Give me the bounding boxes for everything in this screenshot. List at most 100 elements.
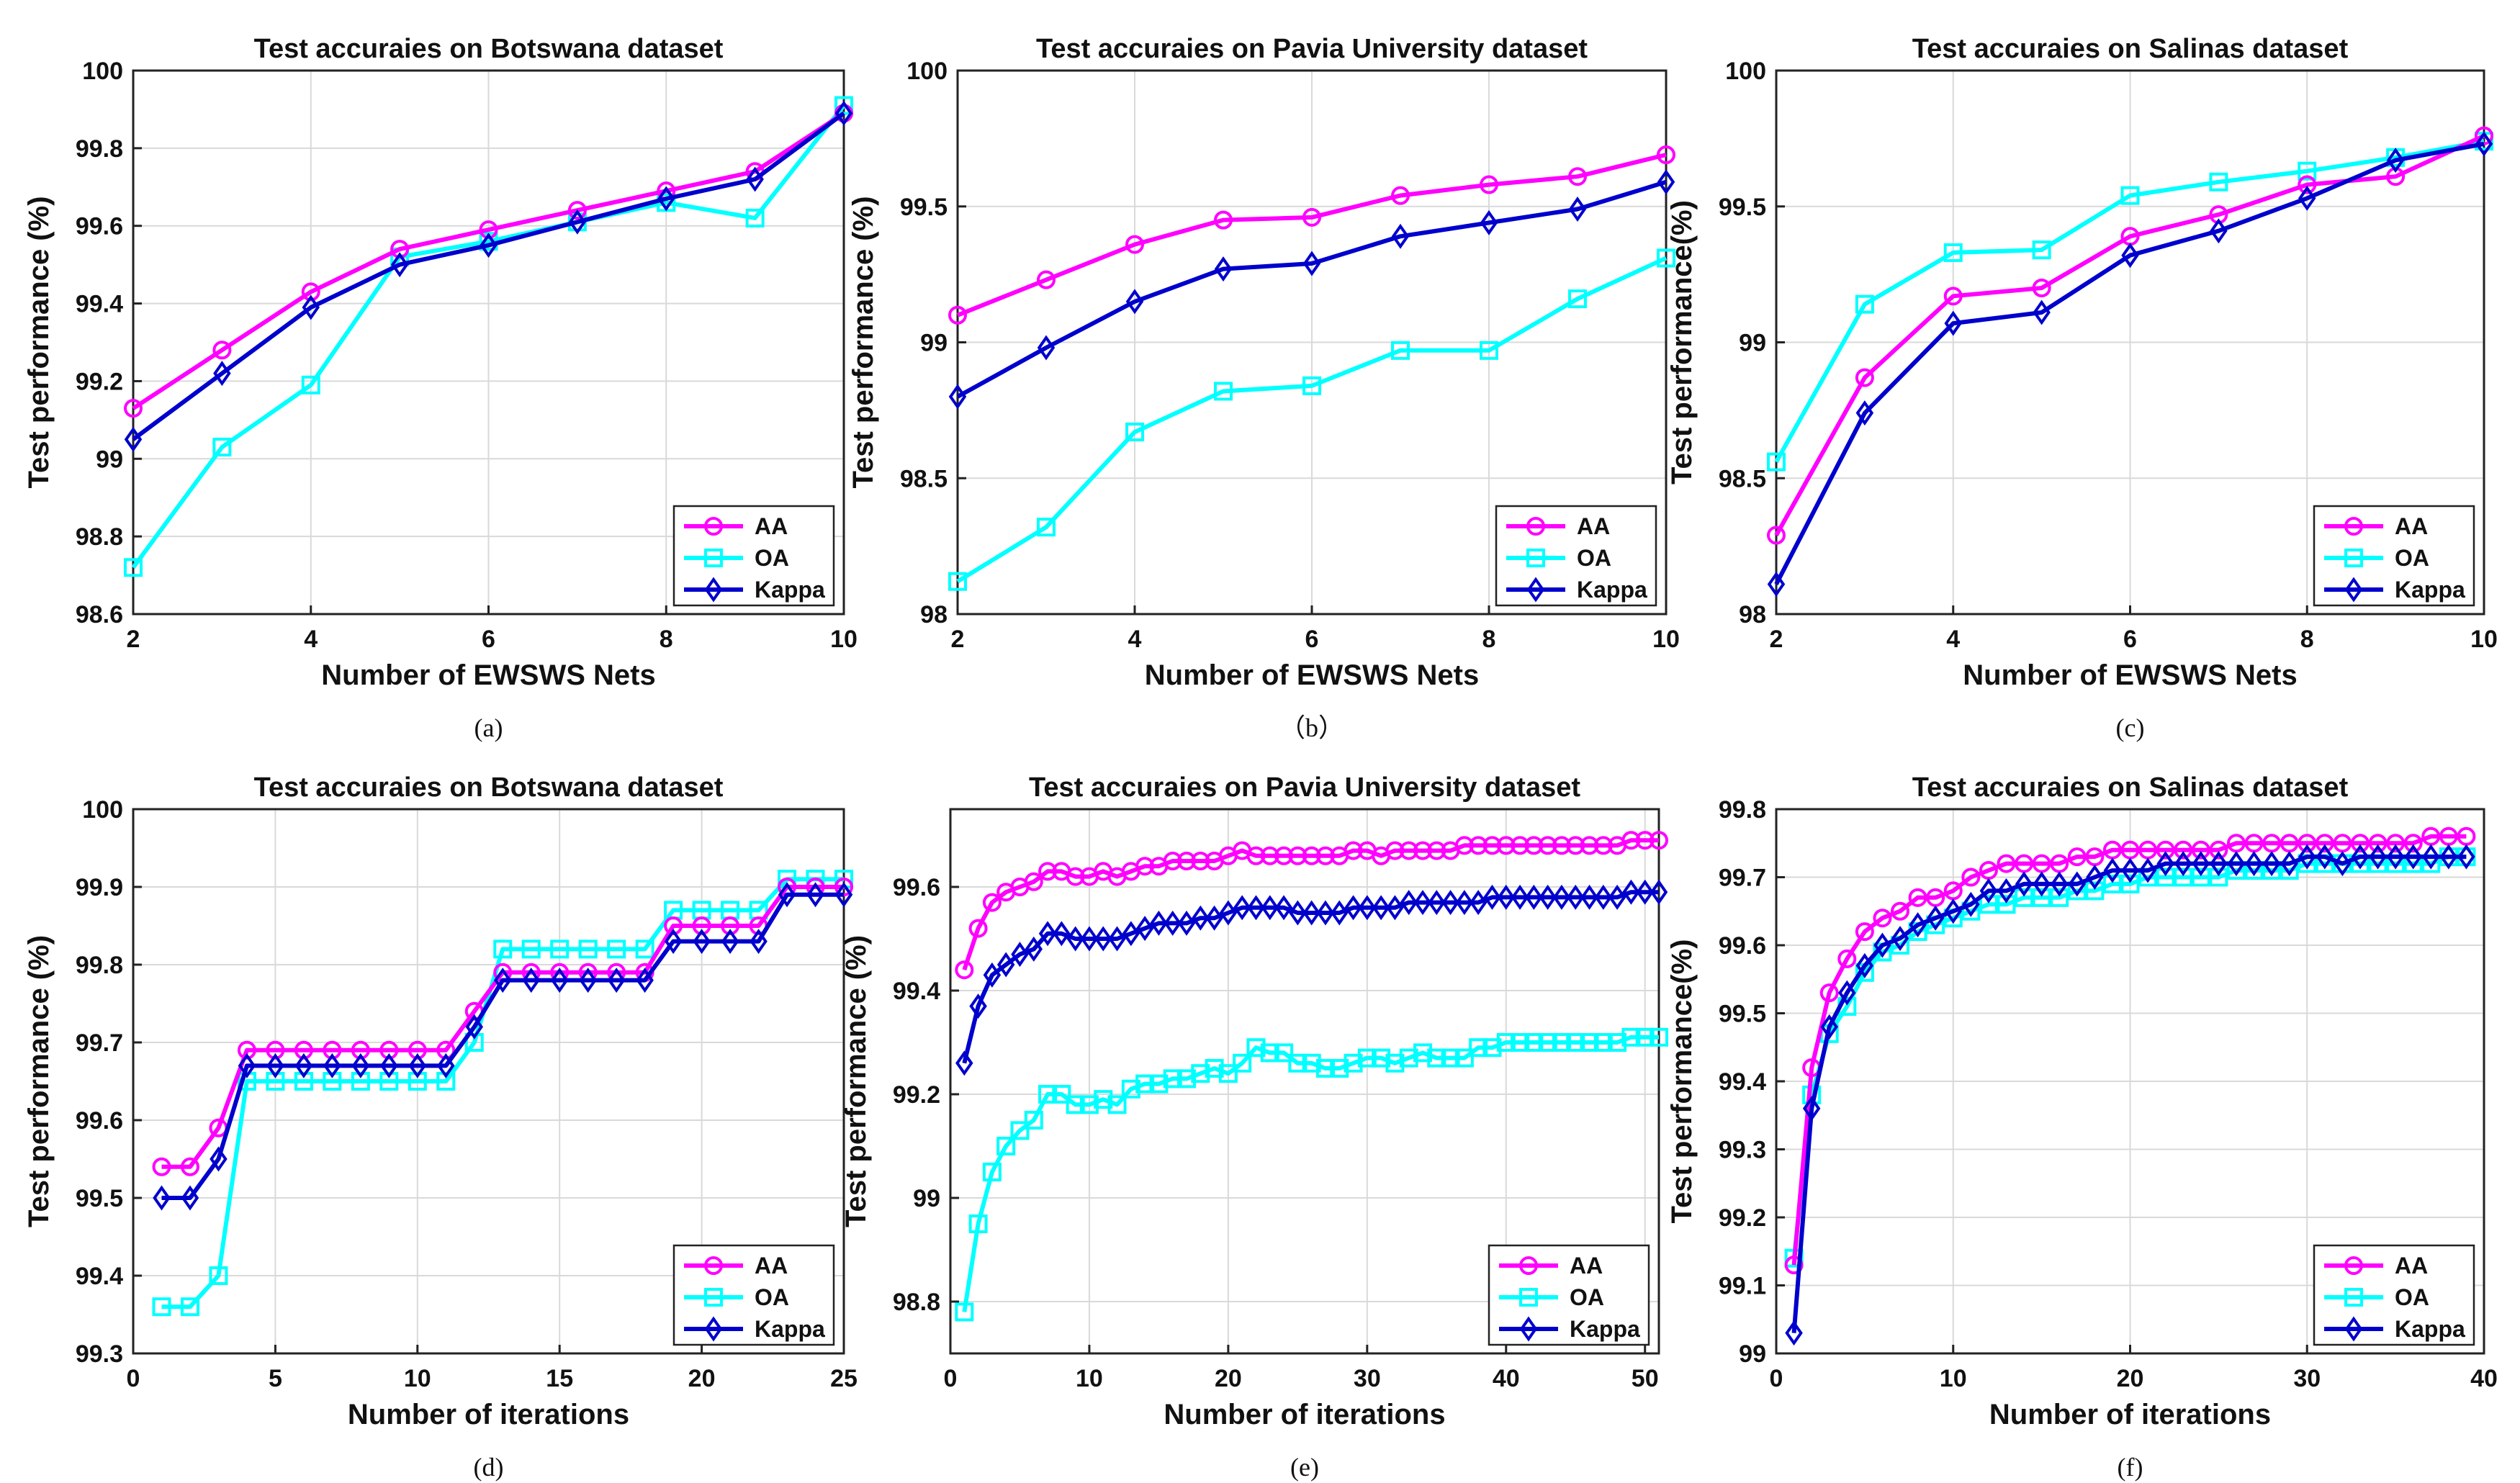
marker-kappa: [1608, 884, 1626, 910]
marker-aa: [1767, 526, 1786, 545]
panel-caption: (a): [474, 713, 503, 742]
y-tick-label: 99.8: [76, 135, 123, 163]
marker-kappa: [806, 882, 824, 908]
marker-oa: [2015, 888, 2034, 907]
marker-aa: [1635, 831, 1655, 850]
marker-kappa: [1767, 571, 1786, 597]
marker-oa: [209, 1266, 228, 1285]
y-axis-label: Test performance (%): [23, 196, 55, 488]
marker-kappa: [1316, 900, 1335, 926]
marker-oa: [1066, 1095, 1085, 1114]
marker-kappa: [1944, 310, 1962, 336]
marker-kappa: [480, 233, 498, 258]
marker-kappa: [1372, 895, 1390, 921]
marker-kappa: [2298, 844, 2316, 870]
marker-kappa: [1526, 577, 1545, 603]
y-tick-label: 99.8: [1719, 796, 1766, 824]
marker-kappa: [1302, 251, 1321, 276]
marker-kappa: [380, 1052, 398, 1078]
chart-title: Test accuraies on Botswana dataset: [254, 772, 724, 803]
marker-oa: [2050, 888, 2069, 907]
series-line-kappa: [132, 111, 845, 441]
marker-aa: [1873, 909, 1892, 928]
marker-oa: [1519, 1288, 1538, 1307]
marker-kappa: [2422, 844, 2440, 870]
marker-aa: [152, 1157, 171, 1176]
marker-kappa: [2344, 577, 2363, 603]
x-tick-label: 0: [1770, 1365, 1783, 1392]
x-tick-label: 15: [546, 1365, 573, 1392]
marker-kappa: [210, 1146, 228, 1172]
marker-kappa: [657, 186, 675, 212]
marker-kappa: [1428, 890, 1446, 916]
marker-aa: [180, 1157, 199, 1176]
x-tick-label: 10: [2470, 626, 2498, 653]
marker-kappa: [1525, 884, 1543, 910]
x-tick-label: 4: [1946, 626, 1960, 653]
marker-oa: [550, 939, 570, 959]
marker-kappa: [636, 968, 654, 993]
marker-kappa: [2334, 851, 2352, 877]
marker-kappa: [1037, 335, 1056, 361]
marker-aa: [1519, 1256, 1538, 1275]
marker-oa: [1121, 1079, 1140, 1099]
marker-kappa: [1330, 900, 1349, 926]
y-tick-label: 99: [913, 1185, 940, 1212]
y-axis-label: Test performance(%): [1666, 939, 1698, 1224]
marker-kappa: [2156, 851, 2174, 877]
chart-panel-f: 0 10 20 30 40 99 99.1 99.2 99.3 99.4 99.5 99.6 99.7 9…: [1666, 772, 2498, 1482]
legend-label-aa: AA: [755, 1253, 788, 1279]
x-tick-label: 10: [1076, 1365, 1103, 1392]
marker-aa: [704, 1256, 723, 1275]
marker-kappa: [1657, 169, 1675, 195]
x-axis-label: Number of EWSWS Nets: [321, 659, 655, 691]
marker-aa: [1657, 145, 1675, 165]
marker-oa: [1454, 1048, 1474, 1068]
marker-kappa: [2386, 148, 2405, 173]
y-axis-label: Test performance(%): [1666, 200, 1698, 484]
marker-oa: [1538, 1033, 1557, 1052]
marker-aa: [1496, 836, 1516, 855]
legend-label-oa: OA: [2395, 545, 2429, 571]
marker-kappa: [153, 1185, 171, 1211]
marker-oa: [2120, 874, 2140, 893]
marker-kappa: [1622, 879, 1640, 905]
marker-oa: [1010, 1121, 1030, 1140]
marker-oa: [1079, 1095, 1099, 1114]
marker-kappa: [778, 882, 796, 908]
marker-kappa: [351, 1052, 370, 1078]
marker-aa: [1454, 836, 1474, 855]
marker-aa: [1819, 983, 1839, 1003]
marker-aa: [2386, 834, 2406, 853]
marker-kappa: [294, 1052, 313, 1078]
y-tick-label: 99: [96, 446, 123, 473]
x-axis-label: Number of iterations: [1164, 1399, 1445, 1430]
marker-aa: [1482, 836, 1502, 855]
marker-oa: [2298, 161, 2317, 181]
marker-oa: [493, 939, 513, 959]
marker-kappa: [1386, 895, 1404, 921]
marker-aa: [1837, 949, 1857, 968]
marker-oa: [1024, 1111, 1043, 1130]
chart-panel-c: 2 4 6 8 10 98 98.5 99 99.5 100 Test accuraies on S…: [1666, 34, 2498, 742]
marker-oa: [1288, 1053, 1308, 1073]
marker-oa: [1246, 1038, 1266, 1058]
x-tick-label: 20: [1215, 1365, 1242, 1392]
marker-kappa: [1302, 900, 1320, 926]
plot-frame: [949, 808, 1660, 1355]
series-line-oa: [161, 877, 844, 1310]
panel-caption: (c): [2116, 713, 2145, 742]
marker-kappa: [2245, 851, 2263, 877]
marker-oa: [1177, 1069, 1196, 1088]
marker-kappa: [1594, 884, 1613, 910]
y-tick-label: 98.5: [900, 465, 948, 492]
legend-label-oa: OA: [755, 1284, 789, 1310]
y-axis-label: Test performance (%): [840, 935, 872, 1227]
marker-oa: [1344, 1053, 1363, 1073]
panel-caption: （b）: [1279, 713, 1344, 742]
marker-oa: [1621, 1027, 1641, 1047]
marker-aa: [1566, 836, 1585, 855]
marker-kappa: [1025, 936, 1043, 962]
x-tick-label: 10: [830, 626, 858, 653]
